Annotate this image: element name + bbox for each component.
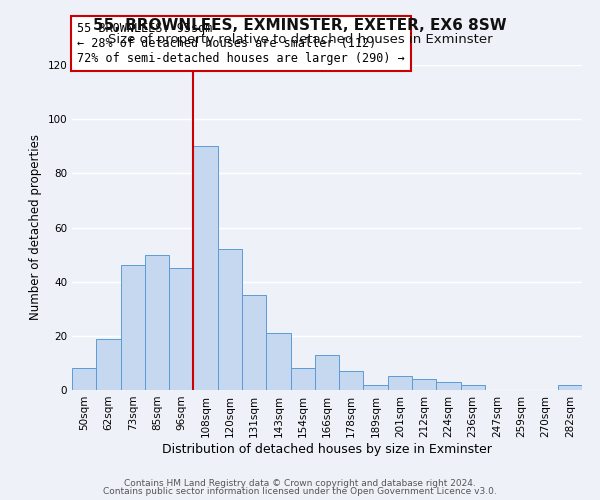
Bar <box>72 368 96 390</box>
Bar <box>339 371 364 390</box>
Bar <box>266 333 290 390</box>
Text: 55 BROWNLEES: 95sqm
← 28% of detached houses are smaller (112)
72% of semi-detac: 55 BROWNLEES: 95sqm ← 28% of detached ho… <box>77 22 405 65</box>
Bar <box>388 376 412 390</box>
Bar <box>242 295 266 390</box>
Bar <box>364 384 388 390</box>
Bar <box>558 384 582 390</box>
Text: Contains public sector information licensed under the Open Government Licence v3: Contains public sector information licen… <box>103 487 497 496</box>
Bar <box>436 382 461 390</box>
Text: 55, BROWNLEES, EXMINSTER, EXETER, EX6 8SW: 55, BROWNLEES, EXMINSTER, EXETER, EX6 8S… <box>93 18 507 32</box>
Text: Contains HM Land Registry data © Crown copyright and database right 2024.: Contains HM Land Registry data © Crown c… <box>124 478 476 488</box>
Bar <box>145 254 169 390</box>
Bar <box>121 266 145 390</box>
Bar <box>461 384 485 390</box>
Bar <box>315 355 339 390</box>
Bar <box>169 268 193 390</box>
Bar <box>96 338 121 390</box>
Bar <box>412 379 436 390</box>
Bar <box>193 146 218 390</box>
Bar <box>290 368 315 390</box>
Text: Size of property relative to detached houses in Exminster: Size of property relative to detached ho… <box>107 32 493 46</box>
Y-axis label: Number of detached properties: Number of detached properties <box>29 134 42 320</box>
X-axis label: Distribution of detached houses by size in Exminster: Distribution of detached houses by size … <box>162 442 492 456</box>
Bar <box>218 249 242 390</box>
